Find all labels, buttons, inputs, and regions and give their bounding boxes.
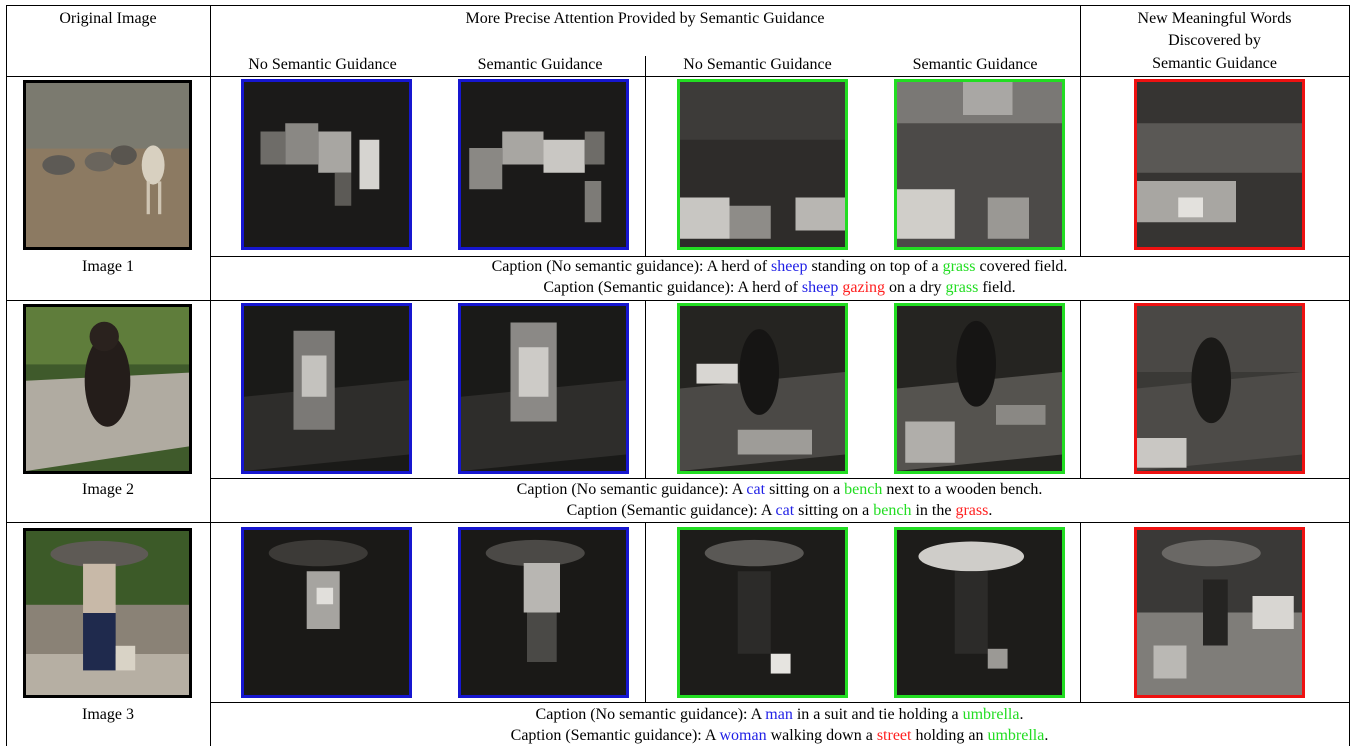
subheader-no-guidance-2: No Semantic Guidance bbox=[645, 56, 870, 74]
caption-keyword: bench bbox=[873, 502, 911, 519]
caption-keyword: grass bbox=[943, 258, 976, 275]
caption-keyword: grass bbox=[945, 279, 978, 296]
attention-map-3-no-guidance-word-2 bbox=[677, 527, 848, 698]
caption-text: holding an bbox=[911, 727, 987, 744]
attention-map-1-new-word bbox=[1134, 79, 1305, 250]
caption-guidance-3: Caption (Semantic guidance): A woman wal… bbox=[210, 727, 1349, 745]
attention-map-2-guidance-word-1 bbox=[458, 303, 629, 474]
caption-guidance-2: Caption (Semantic guidance): A cat sitti… bbox=[210, 502, 1349, 520]
header-new-words-line-2: Discovered by bbox=[1080, 32, 1349, 50]
attention-map-3-guidance-word-1 bbox=[458, 527, 629, 698]
caption-keyword: umbrella bbox=[963, 706, 1020, 723]
caption-keyword: bench bbox=[844, 481, 882, 498]
attention-map-2-no-guidance-word-2 bbox=[677, 303, 848, 474]
caption-text: on a dry bbox=[885, 279, 945, 296]
caption-keyword: cat bbox=[746, 481, 765, 498]
table-top-rule bbox=[6, 5, 1349, 6]
attention-map-2-new-word bbox=[1134, 303, 1305, 474]
caption-text: Caption (No semantic guidance): A herd o… bbox=[492, 258, 771, 275]
caption-text: sitting on a bbox=[765, 481, 844, 498]
caption-text: standing on top of a bbox=[807, 258, 942, 275]
row-2-bottom-rule bbox=[6, 522, 1349, 523]
image-label-1: Image 1 bbox=[6, 258, 210, 276]
caption-text: Caption (Semantic guidance): A bbox=[511, 727, 720, 744]
subheader-guidance-1: Semantic Guidance bbox=[435, 56, 645, 74]
caption-keyword: sheep bbox=[771, 258, 807, 275]
attention-map-2-guidance-word-2 bbox=[894, 303, 1065, 474]
original-image-2 bbox=[23, 304, 192, 474]
header-bottom-rule bbox=[6, 76, 1349, 77]
header-new-words-line-3: Semantic Guidance bbox=[1080, 55, 1349, 73]
caption-text: . bbox=[1044, 727, 1048, 744]
group-mid-rule-3 bbox=[645, 522, 646, 702]
col-last-rule-3 bbox=[1080, 522, 1081, 702]
attention-map-1-no-guidance-word-1 bbox=[241, 79, 412, 250]
row-3-caption-rule bbox=[210, 702, 1349, 703]
col-last-rule-2 bbox=[1080, 300, 1081, 478]
header-original-image: Original Image bbox=[6, 10, 210, 28]
row-2-caption-rule bbox=[210, 478, 1349, 479]
caption-text: Caption (Semantic guidance): A herd of bbox=[543, 279, 802, 296]
attention-map-1-guidance-word-2 bbox=[894, 79, 1065, 250]
table-left-rule bbox=[6, 5, 7, 746]
col-1-rule bbox=[210, 5, 211, 746]
attention-map-2-no-guidance-word-1 bbox=[241, 303, 412, 474]
caption-text: Caption (Semantic guidance): A bbox=[567, 502, 776, 519]
caption-no-guidance-2: Caption (No semantic guidance): A cat si… bbox=[210, 481, 1349, 499]
image-label-2: Image 2 bbox=[6, 481, 210, 499]
caption-no-guidance-1: Caption (No semantic guidance): A herd o… bbox=[210, 258, 1349, 276]
caption-text: sitting on a bbox=[794, 502, 873, 519]
caption-guidance-1: Caption (Semantic guidance): A herd of s… bbox=[210, 279, 1349, 297]
attention-map-1-no-guidance-word-2 bbox=[677, 79, 848, 250]
subheader-guidance-2: Semantic Guidance bbox=[870, 56, 1080, 74]
caption-text: in the bbox=[911, 502, 955, 519]
caption-keyword: grass bbox=[955, 502, 988, 519]
caption-text: Caption (No semantic guidance): A bbox=[536, 706, 766, 723]
caption-text: Caption (No semantic guidance): A bbox=[517, 481, 747, 498]
original-image-3 bbox=[23, 528, 192, 698]
row-1-caption-rule bbox=[210, 256, 1349, 257]
attention-map-3-new-word bbox=[1134, 527, 1305, 698]
caption-text: covered field. bbox=[975, 258, 1067, 275]
caption-keyword: woman bbox=[720, 727, 767, 744]
row-1-bottom-rule bbox=[6, 300, 1349, 301]
header-attention-group: More Precise Attention Provided by Seman… bbox=[210, 10, 1080, 28]
caption-keyword: umbrella bbox=[987, 727, 1044, 744]
caption-text: next to a wooden bench. bbox=[882, 481, 1042, 498]
caption-keyword: cat bbox=[775, 502, 794, 519]
attention-map-1-guidance-word-1 bbox=[458, 79, 629, 250]
caption-keyword: gazing bbox=[842, 279, 885, 296]
attention-map-3-guidance-word-2 bbox=[894, 527, 1065, 698]
image-label-3: Image 3 bbox=[6, 706, 210, 724]
caption-text: walking down a bbox=[767, 727, 877, 744]
caption-text: field. bbox=[978, 279, 1015, 296]
attention-map-3-no-guidance-word-1 bbox=[241, 527, 412, 698]
caption-text: . bbox=[988, 502, 992, 519]
subheader-no-guidance-1: No Semantic Guidance bbox=[210, 56, 435, 74]
header-new-words-line-1: New Meaningful Words bbox=[1080, 10, 1349, 28]
caption-text: in a suit and tie holding a bbox=[793, 706, 963, 723]
caption-keyword: man bbox=[765, 706, 793, 723]
caption-keyword: sheep bbox=[802, 279, 838, 296]
caption-text: . bbox=[1019, 706, 1023, 723]
table-right-rule bbox=[1349, 5, 1350, 746]
caption-no-guidance-3: Caption (No semantic guidance): A man in… bbox=[210, 706, 1349, 724]
group-mid-rule bbox=[645, 56, 646, 256]
original-image-1 bbox=[23, 80, 192, 250]
group-mid-rule-2 bbox=[645, 300, 646, 478]
caption-keyword: street bbox=[877, 727, 912, 744]
